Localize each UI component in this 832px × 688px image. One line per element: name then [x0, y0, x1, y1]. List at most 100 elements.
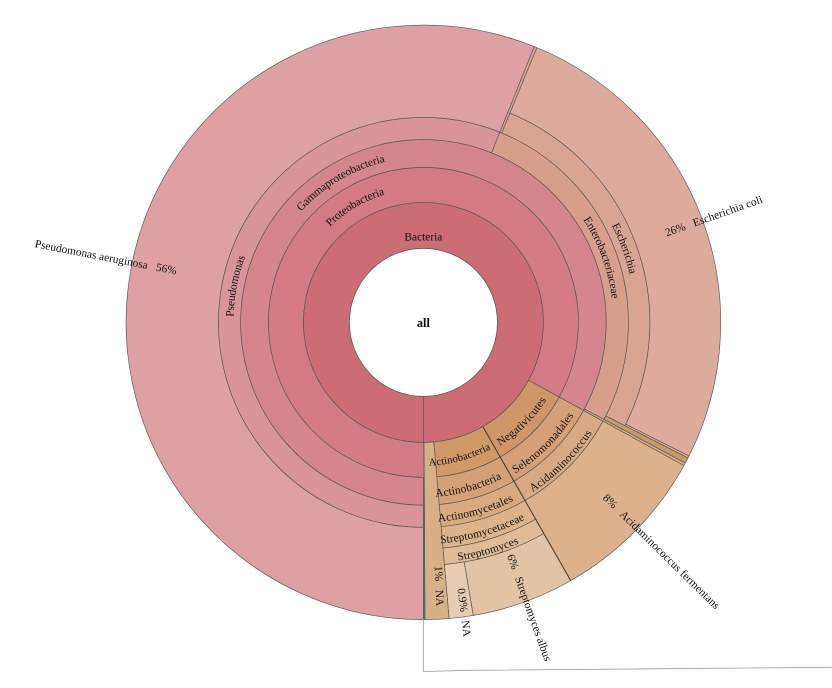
svg-text:u: u: [579, 431, 592, 443]
svg-text:c: c: [573, 440, 586, 451]
svg-text:e: e: [507, 516, 516, 529]
svg-text:r: r: [591, 233, 604, 242]
svg-text:n: n: [232, 263, 245, 272]
svg-text:a: a: [597, 248, 610, 257]
svg-text:a: a: [512, 514, 522, 527]
svg-text:o: o: [330, 172, 341, 185]
svg-text:o: o: [459, 483, 468, 496]
svg-text:o: o: [592, 237, 605, 247]
svg-text:n: n: [454, 484, 462, 497]
svg-text:e: e: [507, 537, 516, 550]
svg-text:t: t: [448, 486, 454, 498]
svg-text:y: y: [480, 526, 489, 539]
svg-text:s: s: [235, 253, 248, 262]
svg-text:a: a: [378, 153, 386, 166]
svg-text:e: e: [338, 168, 348, 181]
svg-text:o: o: [466, 529, 474, 542]
svg-text:t: t: [514, 422, 525, 434]
svg-text:a: a: [493, 470, 503, 483]
svg-text:r: r: [329, 213, 340, 225]
svg-text:a: a: [470, 480, 478, 493]
svg-text:a: a: [483, 442, 492, 454]
svg-text:e: e: [339, 205, 350, 218]
svg-text:t: t: [480, 546, 487, 559]
svg-text:a: a: [604, 272, 617, 280]
svg-text:c: c: [443, 486, 450, 499]
svg-text:e: e: [453, 532, 460, 545]
svg-text:e: e: [607, 282, 620, 289]
svg-text:a: a: [461, 451, 469, 463]
svg-text:c: c: [481, 503, 490, 516]
svg-text:i: i: [516, 420, 527, 431]
svg-text:r: r: [371, 155, 378, 168]
svg-text:c: c: [566, 448, 578, 460]
svg-text:c: c: [598, 253, 611, 262]
svg-text:h: h: [623, 258, 636, 267]
svg-text:P: P: [224, 310, 236, 317]
svg-text:i: i: [621, 250, 633, 257]
svg-text:m: m: [228, 274, 242, 285]
svg-text:i: i: [538, 475, 548, 486]
svg-text:A: A: [435, 487, 445, 500]
svg-text:t: t: [362, 192, 371, 205]
svg-text:p: p: [458, 531, 466, 544]
svg-text:s: s: [536, 395, 549, 406]
svg-text:c: c: [622, 254, 635, 262]
svg-text:n: n: [584, 221, 597, 232]
svg-text:a: a: [510, 424, 522, 436]
svg-text:t: t: [446, 533, 451, 545]
svg-text:c: c: [445, 511, 452, 524]
svg-text:c: c: [358, 159, 367, 172]
svg-text:e: e: [516, 460, 527, 473]
svg-text:e: e: [473, 446, 482, 458]
svg-text:s: s: [582, 427, 595, 438]
svg-text:r: r: [466, 549, 472, 562]
svg-text:e: e: [534, 399, 547, 410]
svg-text:a: a: [626, 267, 639, 275]
svg-text:c: c: [466, 449, 474, 461]
svg-text:y: y: [497, 540, 507, 553]
svg-text:l: l: [559, 418, 571, 428]
svg-text:c: c: [358, 194, 368, 207]
svg-text:a: a: [556, 421, 569, 432]
svg-text:b: b: [456, 452, 464, 464]
svg-text:e: e: [608, 293, 621, 300]
svg-text:i: i: [374, 188, 381, 200]
svg-text:A: A: [437, 512, 447, 525]
svg-text:i: i: [491, 473, 499, 485]
svg-text:c: c: [525, 410, 537, 422]
svg-text:t: t: [463, 550, 469, 563]
svg-text:i: i: [604, 269, 616, 275]
svg-text:c: c: [534, 477, 545, 490]
svg-text:u: u: [226, 294, 239, 301]
svg-text:p: p: [474, 547, 483, 560]
svg-text:t: t: [470, 448, 477, 459]
svg-text:t: t: [491, 499, 499, 512]
svg-text:b: b: [465, 481, 474, 494]
svg-text:p: p: [322, 177, 334, 190]
svg-text:e: e: [501, 495, 511, 508]
svg-text:m: m: [488, 542, 500, 556]
svg-text:a: a: [353, 161, 362, 174]
svg-text:n: n: [457, 509, 465, 522]
svg-text:o: o: [451, 454, 459, 466]
svg-text:a: a: [549, 429, 561, 441]
svg-text:h: h: [616, 237, 629, 247]
svg-text:a: a: [608, 288, 621, 295]
svg-text:t: t: [335, 170, 344, 182]
svg-text:s: s: [564, 410, 577, 421]
svg-text:e: e: [470, 548, 477, 561]
svg-text:e: e: [366, 156, 375, 169]
svg-text:e: e: [618, 242, 631, 251]
svg-text:1% NA: 1% NA: [432, 566, 446, 607]
svg-text:t: t: [441, 456, 445, 467]
svg-text:S: S: [440, 534, 447, 547]
svg-text:e: e: [502, 431, 513, 444]
svg-text:i: i: [480, 444, 487, 455]
svg-text:all: all: [417, 316, 431, 330]
svg-text:a: a: [300, 196, 312, 208]
svg-text:a: a: [498, 520, 507, 533]
svg-text:b: b: [348, 198, 359, 211]
svg-text:n: n: [446, 455, 454, 467]
svg-text:Bacteria: Bacteria: [404, 231, 442, 243]
